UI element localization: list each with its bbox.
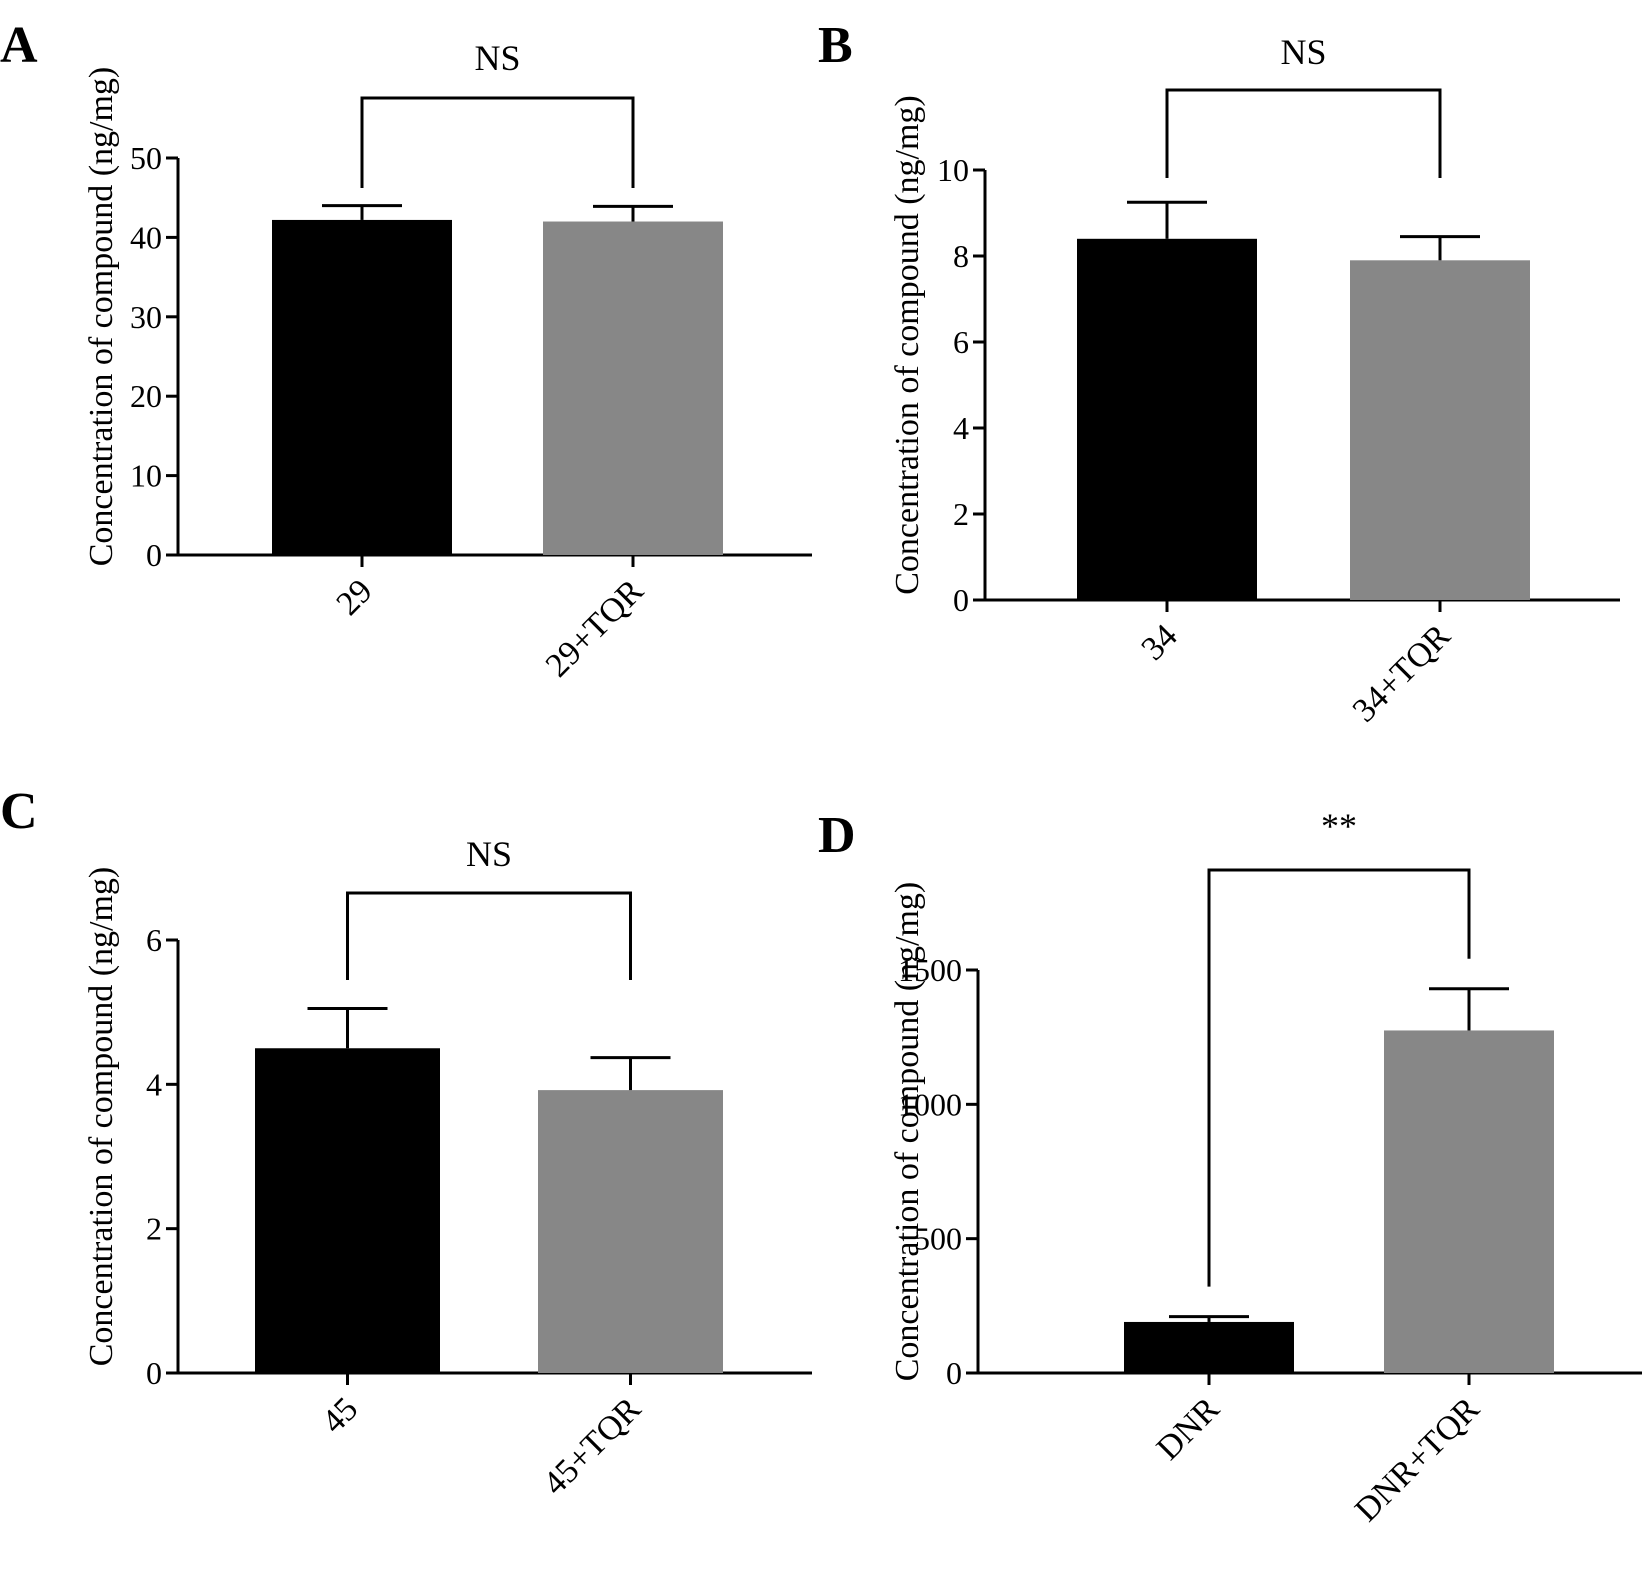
bar-0 — [1077, 238, 1257, 601]
bar-0 — [255, 1048, 440, 1373]
y-tick-label: 0 — [946, 1355, 962, 1391]
y-tick-label: 1000 — [898, 1086, 962, 1122]
y-tick-label: 10 — [130, 458, 162, 494]
y-tick-label: 4 — [146, 1066, 162, 1102]
y-tick-label: 0 — [146, 537, 162, 573]
bar-1 — [538, 1090, 723, 1373]
panel-letter: C — [0, 783, 38, 840]
panel-letter: B — [818, 17, 853, 74]
y-tick-label: 50 — [130, 140, 162, 176]
significance-label: ** — [1321, 806, 1357, 846]
x-category-label: 29+TQR — [539, 572, 651, 684]
y-axis-label: Concentration of compound (ng/mg) — [83, 867, 120, 1367]
significance-label: NS — [474, 38, 520, 78]
y-tick-label: 6 — [953, 324, 969, 360]
y-tick-label: 0 — [146, 1355, 162, 1391]
y-tick-label: 10 — [937, 152, 969, 188]
significance-bracket — [346, 891, 632, 980]
y-tick-label: 6 — [146, 922, 162, 958]
y-tick-label: 1500 — [898, 952, 962, 988]
significance-bracket — [1207, 868, 1471, 1287]
bar-1 — [1350, 260, 1530, 600]
y-tick-label: 8 — [953, 238, 969, 274]
x-category-label: 34 — [1134, 617, 1184, 667]
bar-0 — [272, 219, 452, 555]
chart-panel-b: B Concentration of compound (ng/mg) 0 2 4 6 8 1… — [818, 17, 1620, 729]
y-tick-label: 0 — [953, 582, 969, 618]
y-tick-label: 20 — [130, 378, 162, 414]
y-tick-label: 40 — [130, 219, 162, 255]
significance-label: NS — [1280, 32, 1326, 72]
x-category-label: 45+TQR — [536, 1390, 648, 1502]
y-tick-label: 2 — [953, 496, 969, 532]
y-tick-label: 2 — [146, 1211, 162, 1247]
y-tick-label: 4 — [953, 410, 969, 446]
chart-panel-d: D Concentration of compound (ng/mg) 0 500 10… — [818, 806, 1642, 1529]
panel-letter: D — [818, 807, 856, 864]
x-category-label: DNR+TQR — [1348, 1390, 1487, 1529]
bar-1 — [1384, 1030, 1554, 1373]
significance-label: NS — [466, 834, 512, 874]
x-category-label: DNR — [1150, 1390, 1227, 1467]
panel-letter: A — [0, 17, 38, 74]
x-category-label: 45 — [315, 1390, 365, 1440]
y-tick-label: 500 — [914, 1221, 962, 1257]
y-axis-label: Concentration of compound (ng/mg) — [889, 95, 926, 595]
bar-0 — [1124, 1321, 1294, 1373]
y-axis-label: Concentration of compound (ng/mg) — [83, 67, 120, 567]
x-category-label: 29 — [329, 572, 379, 622]
y-tick-label: 30 — [130, 299, 162, 335]
y-axis-label: Concentration of compound (ng/mg) — [889, 882, 926, 1382]
chart-panel-c: C Concentration of compound (ng/mg) 0 2 4 6 45… — [0, 783, 812, 1502]
x-category-label: 34+TQR — [1346, 617, 1458, 729]
bar-1 — [543, 221, 723, 555]
chart-panel-a: A Concentration of compound (ng/mg) 0 10 20 3… — [0, 17, 812, 684]
significance-bracket — [360, 96, 635, 188]
significance-bracket — [1165, 88, 1442, 178]
